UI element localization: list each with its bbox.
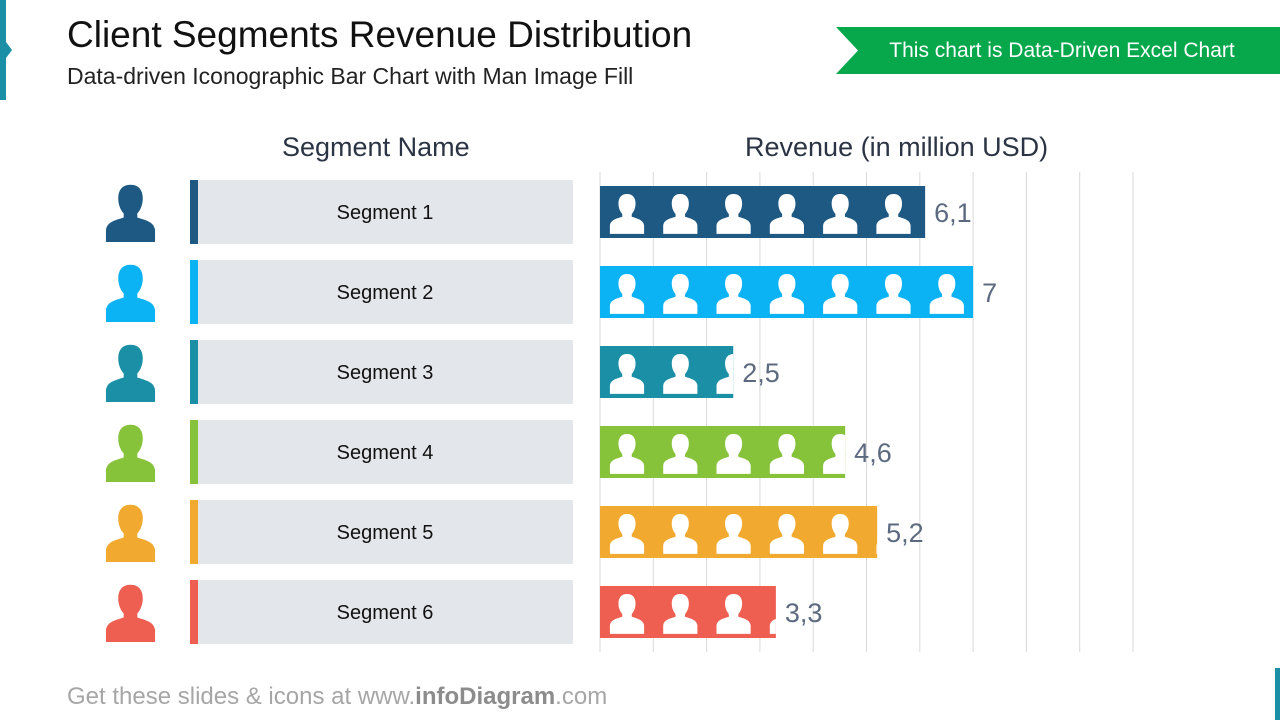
data-label: 6,1 xyxy=(934,198,972,228)
segment-person-icon xyxy=(105,184,156,242)
segment-color-stripe xyxy=(190,580,198,644)
segment-person-icon xyxy=(105,504,156,562)
segment-person-icon xyxy=(105,264,156,322)
accent-marker xyxy=(0,0,12,100)
segment-row: Segment 2 7 xyxy=(105,260,997,324)
segment-row: Segment 4 4,6 xyxy=(105,420,892,484)
page-title: Client Segments Revenue Distribution xyxy=(67,14,693,55)
footer-text: Get these slides & icons at www.infoDiag… xyxy=(67,683,607,711)
segment-row: Segment 1 6,1 xyxy=(105,180,972,244)
segment-label: Segment 1 xyxy=(337,202,434,224)
revenue-bar xyxy=(600,186,926,238)
data-label: 2,5 xyxy=(742,358,780,388)
segment-label: Segment 4 xyxy=(337,442,434,464)
data-label: 7 xyxy=(982,278,997,308)
data-label: 4,6 xyxy=(854,438,892,468)
segment-label-box xyxy=(190,420,573,484)
data-label: 3,3 xyxy=(785,598,823,628)
segment-color-stripe xyxy=(190,420,198,484)
segment-row: Segment 5 5,2 xyxy=(105,500,924,564)
corner-accent xyxy=(1275,668,1280,720)
segment-label: Segment 6 xyxy=(337,602,434,624)
footer-suffix: .com xyxy=(555,683,608,710)
segment-person-icon xyxy=(105,584,156,642)
segment-name-header: Segment Name xyxy=(282,132,470,162)
segment-label: Segment 5 xyxy=(337,522,434,544)
segment-label: Segment 3 xyxy=(337,362,434,384)
segment-row: Segment 3 2,5 xyxy=(105,340,780,404)
segment-person-icon xyxy=(105,424,156,482)
segment-color-stripe xyxy=(190,180,198,244)
data-driven-ribbon: This chart is Data-Driven Excel Chart xyxy=(836,27,1280,74)
segment-label-box xyxy=(190,340,573,404)
data-label: 5,2 xyxy=(886,518,924,548)
segment-label-box xyxy=(190,580,573,644)
segment-label: Segment 2 xyxy=(337,282,434,304)
segment-label-box xyxy=(190,180,573,244)
segment-color-stripe xyxy=(190,340,198,404)
footer-brand: infoDiagram xyxy=(415,683,556,710)
segment-color-stripe xyxy=(190,260,198,324)
revenue-header: Revenue (in million USD) xyxy=(745,132,1049,162)
page-subtitle: Data-driven Iconographic Bar Chart with … xyxy=(67,63,634,89)
segment-label-box xyxy=(190,260,573,324)
segment-color-stripe xyxy=(190,500,198,564)
segment-person-icon xyxy=(105,344,156,402)
segment-row: Segment 6 3,3 xyxy=(105,580,823,644)
bar-icon-fill xyxy=(609,354,734,394)
segment-label-box xyxy=(190,500,573,564)
footer-prefix: Get these slides & icons at www. xyxy=(67,683,416,710)
